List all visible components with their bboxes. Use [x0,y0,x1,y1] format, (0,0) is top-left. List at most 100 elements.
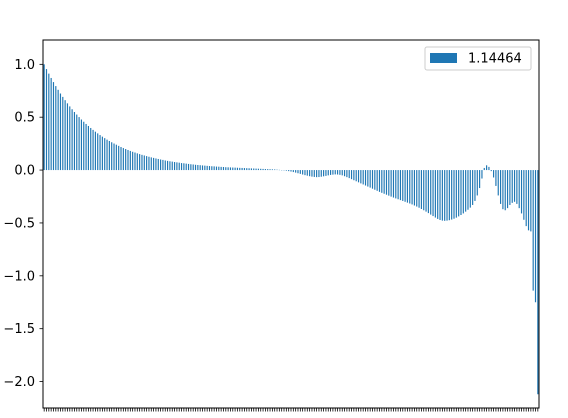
bar [423,170,425,211]
bar [178,162,180,171]
bar [260,168,262,171]
bar [225,167,227,171]
bar [299,170,301,174]
bar [409,170,411,204]
bar [404,170,406,202]
bar [325,170,327,176]
bar [274,169,276,171]
bar [402,170,404,201]
bar [243,168,246,171]
bar [537,170,539,395]
bar [292,170,294,173]
bar [458,170,460,217]
bar [411,170,413,205]
bar [455,170,457,218]
bar [413,170,415,206]
bar [192,164,194,171]
bar [232,167,234,171]
bar [167,160,169,171]
bar [52,82,55,171]
bar [153,157,155,171]
bar [50,77,52,171]
bar [234,167,236,171]
y-tick-label: −1.0 [3,269,35,284]
bar [85,123,87,171]
bar [397,170,399,200]
bar [476,170,478,196]
bar [465,170,467,212]
bar [148,156,150,171]
bar [448,170,450,221]
bar [127,149,129,171]
bar [222,167,225,171]
bar [150,157,152,171]
bar [104,138,106,171]
bar [525,170,527,227]
bar [374,170,376,190]
y-tick-label: 0.5 [14,111,35,126]
bar [255,168,257,171]
bar [495,170,497,186]
bar [250,168,252,171]
bar [320,170,322,177]
bar [416,170,418,207]
bar [229,167,232,171]
bar [194,164,197,171]
bar [101,136,103,171]
legend-box [424,46,532,71]
bar [180,163,183,171]
bar [143,155,145,171]
bar [506,170,509,209]
bar [55,86,57,171]
plot-frame [42,39,540,409]
bar [343,170,346,177]
y-tick-label: −1.5 [3,322,35,337]
bar [290,170,292,172]
bar [316,170,318,178]
bar [330,170,332,175]
bar [481,170,483,179]
bars [43,64,539,395]
bar [120,147,122,171]
bar [215,166,218,171]
bar [378,170,381,192]
bar [357,170,360,183]
bar [162,159,164,171]
bar [97,133,99,171]
bar [437,170,439,219]
bar [504,170,506,211]
bar [346,170,348,178]
bar [313,170,315,177]
bar [262,168,264,171]
bar [339,170,341,175]
bar [486,165,488,171]
bar [176,162,178,171]
bar [288,170,290,172]
bar [269,169,271,171]
bar [532,170,534,291]
bar [160,159,162,171]
bar [66,103,69,171]
bar [371,170,374,189]
y-tick-label: 0.0 [14,164,35,179]
bar [90,127,92,171]
bar [208,166,211,171]
legend: 1.14464 [424,46,532,71]
bar [302,170,304,175]
bar [218,166,220,171]
bar [332,170,334,175]
bar [451,170,453,220]
bar [395,170,397,199]
bar [267,169,269,171]
bar [348,170,350,179]
bar [406,170,409,203]
bar [187,163,190,171]
bar [236,167,239,171]
bar [118,145,120,171]
bar [418,170,420,208]
bar [197,164,199,171]
bar [530,170,532,232]
bar [432,170,434,217]
bar [204,165,206,171]
bar [483,167,485,171]
